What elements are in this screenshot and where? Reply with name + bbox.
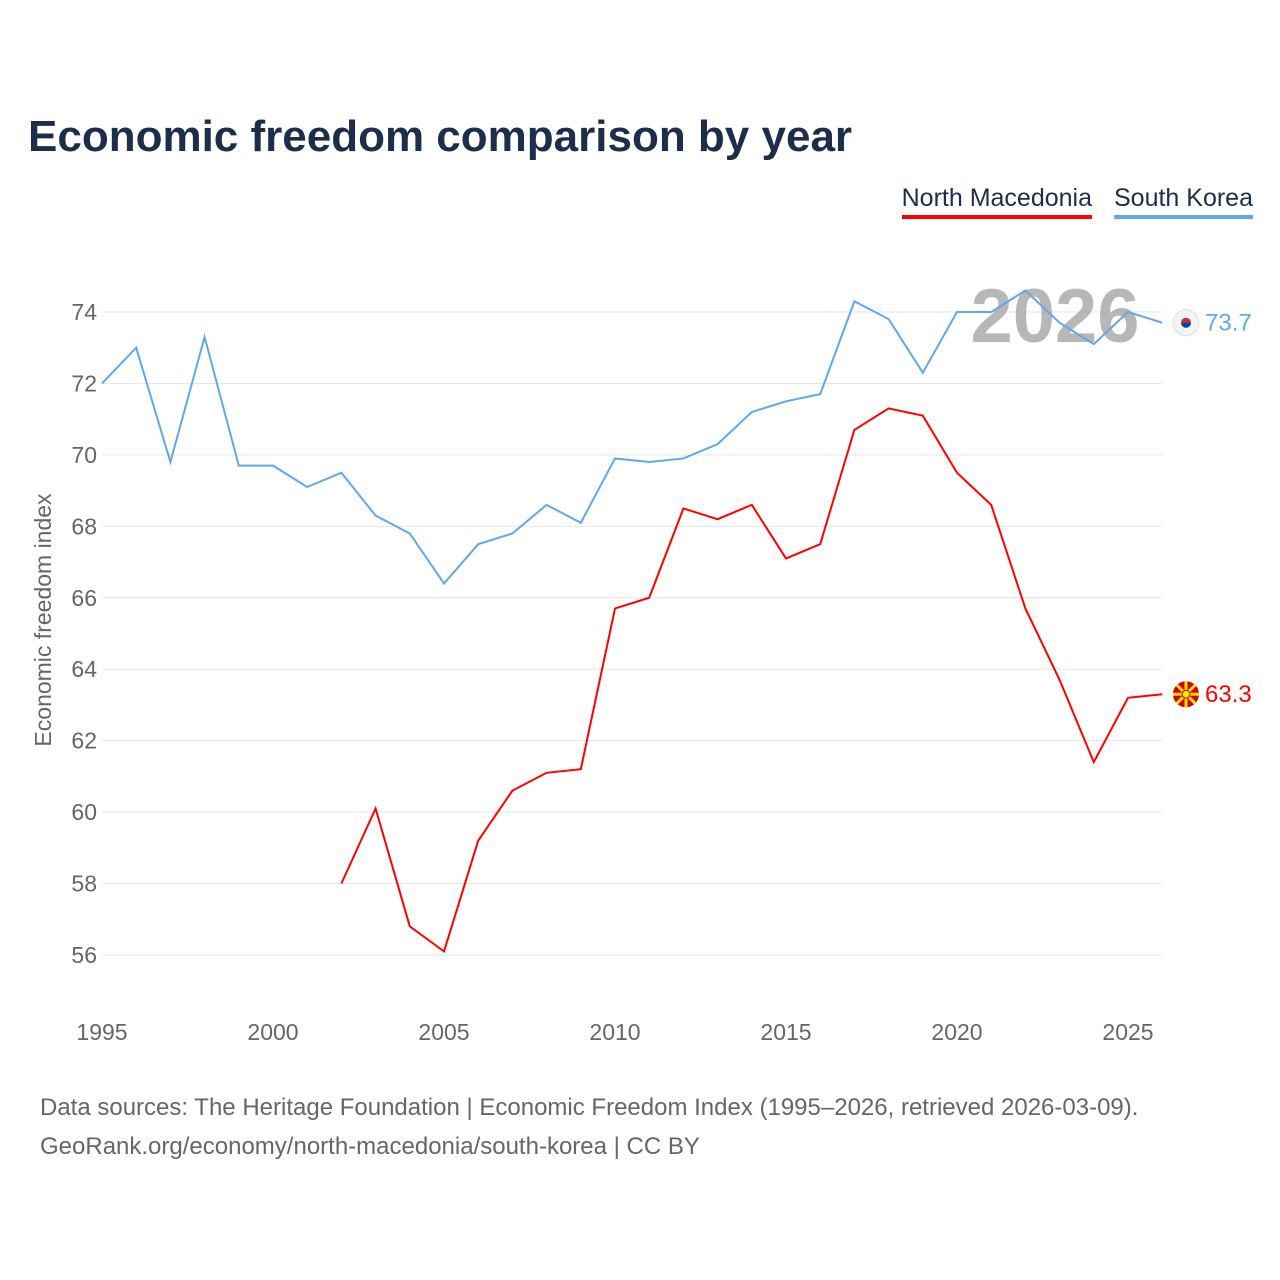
end-value-label: 73.7 bbox=[1205, 310, 1252, 337]
x-tick-label: 2020 bbox=[931, 1019, 982, 1045]
x-tick-label: 2025 bbox=[1102, 1019, 1153, 1045]
source-line: Data sources: The Heritage Foundation | … bbox=[40, 1094, 1139, 1121]
y-axis-label: Economic freedom index bbox=[30, 493, 56, 747]
y-tick-label: 62 bbox=[71, 728, 97, 754]
y-tick-label: 58 bbox=[71, 871, 97, 897]
x-tick-label: 2000 bbox=[247, 1019, 298, 1045]
legend: North Macedonia South Korea bbox=[901, 184, 1253, 219]
y-tick-label: 56 bbox=[71, 942, 97, 968]
y-tick-label: 68 bbox=[71, 513, 97, 539]
y-tick-label: 64 bbox=[71, 656, 97, 682]
x-tick-label: 1995 bbox=[76, 1019, 127, 1045]
year-watermark: 2026 bbox=[970, 274, 1139, 359]
flag-taeguk-blue bbox=[1181, 322, 1191, 328]
y-tick-label: 60 bbox=[71, 799, 97, 825]
x-tick-label: 2005 bbox=[418, 1019, 469, 1045]
legend-south-korea[interactable]: South Korea bbox=[1114, 184, 1253, 219]
x-tick-label: 2015 bbox=[760, 1019, 811, 1045]
source-link[interactable]: GeoRank.org/economy/north-macedonia/sout… bbox=[40, 1133, 700, 1160]
y-tick-label: 70 bbox=[71, 442, 97, 468]
flag-sun bbox=[1181, 689, 1191, 699]
y-tick-label: 74 bbox=[71, 299, 97, 325]
y-tick-label: 66 bbox=[71, 585, 97, 611]
y-tick-label: 72 bbox=[71, 370, 97, 396]
chart-title: Economic freedom comparison by year bbox=[28, 112, 853, 161]
legend-north-macedonia[interactable]: North Macedonia bbox=[901, 184, 1092, 219]
series-line-south-korea bbox=[101, 289, 1163, 586]
series-line-north-macedonia bbox=[340, 407, 1163, 954]
end-value-label: 63.3 bbox=[1205, 681, 1252, 708]
footer-sources: Data sources: The Heritage Foundation | … bbox=[40, 1088, 1138, 1166]
x-tick-label: 2010 bbox=[589, 1019, 640, 1045]
